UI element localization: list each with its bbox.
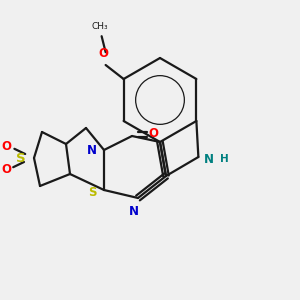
Text: N: N	[87, 143, 97, 157]
Text: S: S	[16, 152, 25, 164]
Text: O: O	[2, 163, 12, 176]
Text: O: O	[149, 127, 159, 140]
Text: N: N	[204, 152, 214, 166]
Text: CH₃: CH₃	[91, 22, 108, 31]
Text: H: H	[220, 154, 229, 164]
Text: N: N	[129, 205, 139, 218]
Text: O: O	[2, 140, 12, 153]
Text: O: O	[99, 47, 109, 60]
Text: S: S	[88, 185, 97, 199]
